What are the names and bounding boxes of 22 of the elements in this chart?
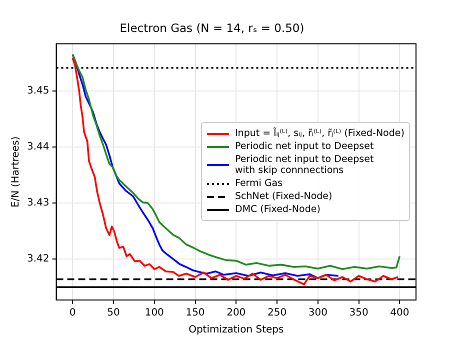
x-tick-label: 0	[69, 308, 76, 319]
x-tick-label: 50	[107, 308, 120, 319]
y-tick-label: 3.42	[27, 254, 50, 265]
x-tick-label: 150	[186, 308, 205, 319]
y-tick-label: 3.45	[27, 85, 50, 96]
legend-label: DMC (Fixed-Node)	[235, 204, 320, 216]
legend-label: Fermi Gas	[235, 178, 283, 190]
legend-label: SchNet (Fixed-Node)	[235, 191, 332, 202]
chart-title: Electron Gas (N = 14, rₛ = 0.50)	[120, 20, 304, 35]
y-tick-label: 3.43	[27, 198, 50, 209]
x-axis-title: Optimization Steps	[188, 324, 284, 336]
x-tick-label: 300	[308, 308, 328, 319]
x-tick-label: 400	[390, 308, 410, 319]
legend-label: Periodic net input to Deepset with skip connnections	[235, 154, 374, 176]
x-tick-label: 350	[349, 308, 368, 319]
legend-label: Input = l̃ᵢⱼ⁽ᴸ⁾, sᵢⱼ, r̃ᵢ⁽ᴸ⁾, r̃ⱼ⁽ᴸ⁾ (Fixed-Node)	[235, 128, 404, 140]
y-tick-label: 3.44	[27, 142, 50, 153]
x-tick-label: 250	[267, 308, 287, 319]
x-tick-label: 100	[144, 308, 164, 319]
x-tick-label: 200	[226, 308, 246, 319]
y-axis-title: E/N (Hartrees)	[10, 136, 22, 208]
legend-label: Periodic net input to Deepset	[235, 141, 374, 152]
